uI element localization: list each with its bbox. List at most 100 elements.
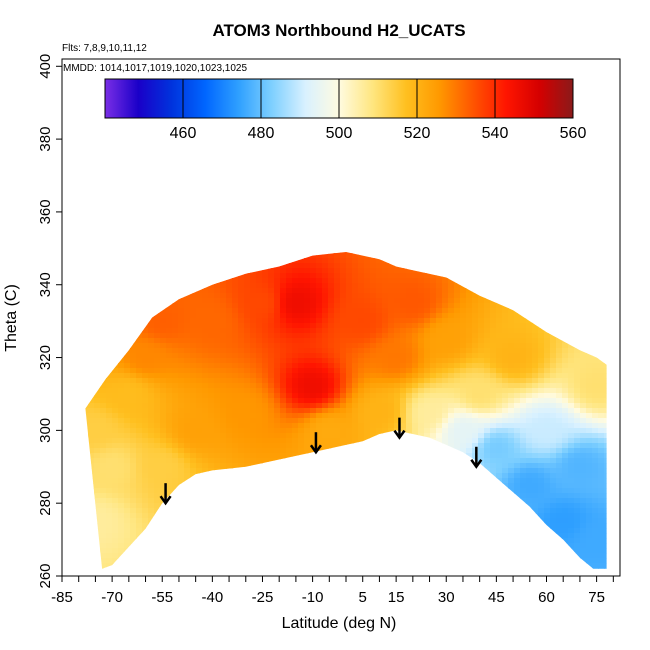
heatmap-cell — [364, 288, 371, 294]
heatmap-cell — [328, 518, 335, 524]
heatmap-cell — [118, 358, 125, 364]
heatmap-cell — [262, 523, 269, 529]
heatmap-cell — [364, 298, 371, 304]
heatmap-cell — [124, 513, 131, 519]
heatmap-cell — [298, 418, 305, 424]
heatmap-cell — [244, 423, 251, 429]
heatmap-cell — [394, 528, 401, 534]
heatmap-cell — [292, 393, 299, 399]
heatmap-cell — [130, 438, 137, 444]
heatmap-cell — [160, 388, 167, 394]
heatmap-cell — [304, 568, 311, 569]
heatmap-cell — [136, 413, 143, 419]
heatmap-cell — [130, 393, 137, 399]
heatmap-cell — [220, 438, 227, 444]
heatmap-cell — [88, 298, 95, 304]
heatmap-cell — [436, 288, 443, 294]
heatmap-cell — [88, 528, 95, 534]
heatmap-cell — [166, 483, 173, 489]
heatmap-cell — [286, 413, 293, 419]
heatmap-cell — [118, 258, 125, 264]
heatmap-cell — [400, 313, 407, 319]
heatmap-cell — [298, 463, 305, 469]
heatmap-cell — [388, 518, 395, 524]
heatmap-cell — [136, 538, 143, 544]
heatmap-cell — [310, 503, 317, 509]
heatmap-cell — [340, 423, 347, 429]
heatmap-cell — [412, 448, 419, 454]
heatmap-cell — [100, 288, 107, 294]
heatmap-cell — [136, 258, 143, 264]
heatmap-cell — [346, 313, 353, 319]
heatmap-cell — [442, 393, 449, 399]
heatmap-cell — [256, 403, 263, 409]
heatmap-cell — [448, 343, 455, 349]
heatmap-cell — [184, 413, 191, 419]
heatmap-cell — [286, 433, 293, 439]
heatmap-cell — [472, 483, 479, 489]
heatmap-cell — [496, 388, 503, 394]
heatmap-cell — [460, 493, 467, 499]
heatmap-cell — [316, 478, 323, 484]
heatmap-cell — [148, 478, 155, 484]
heatmap-cell — [100, 343, 107, 349]
heatmap-cell — [196, 252, 203, 254]
heatmap-cell — [100, 498, 107, 504]
heatmap-cell — [292, 268, 299, 274]
heatmap-cell — [268, 568, 275, 569]
heatmap-cell — [184, 273, 191, 279]
heatmap-cell — [100, 298, 107, 304]
heatmap-cell — [226, 523, 233, 529]
heatmap-cell — [322, 548, 329, 554]
heatmap-cell — [208, 388, 215, 394]
heatmap-cell — [478, 333, 485, 339]
heatmap-cell — [154, 533, 161, 539]
heatmap-cell — [190, 298, 197, 304]
heatmap-cell — [472, 428, 479, 434]
heatmap-cell — [352, 258, 359, 264]
heatmap-cell — [238, 413, 245, 419]
heatmap-cell — [424, 373, 431, 379]
heatmap-cell — [310, 403, 317, 409]
heatmap-cell — [520, 433, 527, 439]
heatmap-cell — [346, 448, 353, 454]
heatmap-cell — [232, 448, 239, 454]
heatmap-cell — [304, 258, 311, 264]
heatmap-cell — [280, 428, 287, 434]
heatmap-cell — [448, 308, 455, 314]
heatmap-cell — [232, 363, 239, 369]
heatmap-cell — [88, 388, 95, 394]
heatmap-cell — [364, 358, 371, 364]
heatmap-cell — [292, 513, 299, 519]
heatmap-cell — [418, 418, 425, 424]
heatmap-cell — [172, 443, 179, 449]
heatmap-cell — [496, 543, 503, 549]
heatmap-cell — [196, 343, 203, 349]
heatmap-cell — [280, 333, 287, 339]
heatmap-cell — [154, 378, 161, 384]
heatmap-cell — [448, 508, 455, 514]
heatmap-cell — [376, 343, 383, 349]
heatmap-cell — [454, 368, 461, 374]
heatmap-cell — [244, 438, 251, 444]
heatmap-cell — [376, 413, 383, 419]
heatmap-cell — [100, 308, 107, 314]
heatmap-cell — [244, 418, 251, 424]
heatmap-cell — [436, 298, 443, 304]
heatmap-cell — [346, 373, 353, 379]
heatmap-cell — [190, 343, 197, 349]
heatmap-cell — [400, 328, 407, 334]
heatmap-cell — [238, 448, 245, 454]
heatmap-cell — [382, 443, 389, 449]
heatmap-cell — [160, 293, 167, 299]
heatmap-cell — [232, 568, 239, 569]
heatmap-cell — [262, 343, 269, 349]
heatmap-cell — [280, 268, 287, 274]
heatmap-cell — [280, 568, 287, 569]
heatmap-cell — [106, 488, 113, 494]
heatmap-cell — [382, 453, 389, 459]
heatmap-cell — [418, 423, 425, 429]
heatmap-cell — [460, 363, 467, 369]
heatmap-cell — [298, 483, 305, 489]
heatmap-cell — [508, 343, 515, 349]
